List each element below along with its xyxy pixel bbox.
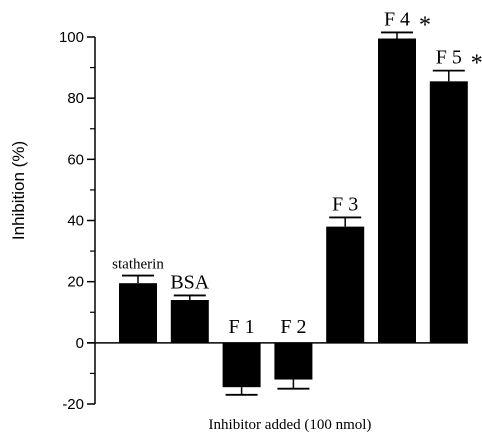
bar-label: F 2 — [280, 316, 306, 338]
bar — [429, 81, 468, 343]
bar — [119, 283, 157, 343]
y-tick-label: 40 — [67, 213, 84, 230]
bar — [378, 38, 416, 343]
y-tick-label: 80 — [67, 90, 84, 107]
significance-marker: * — [419, 12, 431, 38]
bar-label: F 4 — [384, 8, 410, 30]
bar-label: F 5 — [436, 47, 462, 69]
x-axis-title: Inhibitor added (100 nmol) — [209, 417, 372, 433]
y-tick-label: 20 — [67, 274, 84, 291]
bar — [170, 300, 209, 343]
y-tick-label: 60 — [67, 151, 84, 168]
y-tick-label: 0 — [76, 335, 84, 352]
bar-label: F 1 — [229, 316, 255, 338]
bar — [222, 342, 261, 388]
y-axis-title: Inhibition (%) — [9, 141, 28, 240]
y-tick-label: -20 — [62, 396, 84, 413]
bar-label: statherin — [112, 257, 164, 273]
y-tick-label: 100 — [59, 29, 84, 46]
bar-label: BSA — [170, 271, 209, 293]
bar-label: F 3 — [332, 193, 358, 215]
y-ticks: -20 0 20 40 60 80 100 — [59, 29, 95, 413]
significance-marker: * — [471, 51, 482, 77]
bar — [274, 342, 313, 380]
bar — [326, 226, 365, 343]
